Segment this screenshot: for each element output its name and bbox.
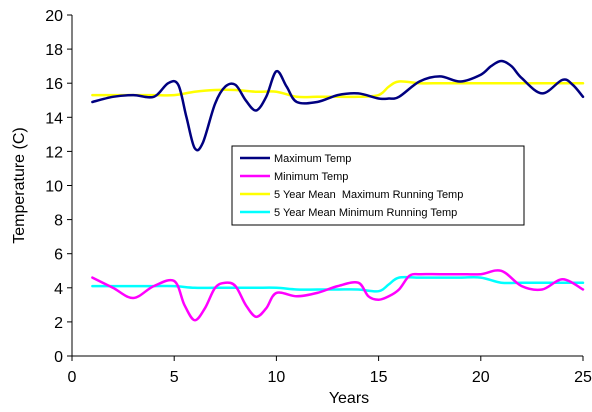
series-layer: [91, 59, 585, 322]
legend-item-maximum-temp: Maximum Temp: [240, 153, 351, 165]
x-tick-label: 5: [170, 369, 179, 386]
x-tick-label: 10: [268, 369, 286, 386]
legend-item-mean-max-running: 5 Year Mean Maximum Running Temp: [240, 189, 463, 201]
y-tick-label: 8: [54, 213, 63, 230]
x-tick-label: 25: [574, 369, 592, 386]
x-tick-label: 20: [472, 369, 490, 386]
y-tick-label: 20: [45, 8, 63, 25]
y-tick-label: 10: [45, 179, 63, 196]
legend-label: 5 Year Mean Maximum Running Temp: [274, 189, 463, 201]
y-tick-label: 6: [54, 247, 63, 264]
legend-item-mean-min-running: 5 Year Mean Minimum Running Temp: [240, 207, 457, 219]
y-tick-label: 0: [54, 349, 63, 366]
series-line-mean-min-running: [91, 275, 585, 293]
axes-layer: 0 2 4 6 8 10 12 14 16 18 20 0 5 10 15 20 25: [45, 8, 592, 386]
x-tick-label: 0: [68, 369, 77, 386]
y-tick-label: 12: [45, 144, 63, 161]
y-tick-label: 16: [45, 76, 63, 93]
legend-label: Minimum Temp: [274, 171, 348, 183]
legend-box: [231, 145, 525, 226]
series-line-maximum-temp: [91, 59, 585, 152]
y-tick-label: 14: [45, 110, 63, 127]
y-tick-label: 4: [54, 281, 63, 298]
y-tick-label: 2: [54, 315, 63, 332]
legend-item-minimum-temp: Minimum Temp: [240, 171, 348, 183]
x-axis-title: Years: [329, 390, 369, 407]
x-tick-label: 15: [370, 369, 388, 386]
legend-label: Maximum Temp: [274, 153, 351, 165]
series-line-mean-max-running: [91, 80, 585, 99]
legend-label: 5 Year Mean Minimum Running Temp: [274, 207, 457, 219]
series-line-minimum-temp: [91, 269, 585, 322]
y-axis-title: Temperature (C): [11, 127, 28, 243]
y-tick-label: 18: [45, 42, 63, 59]
legend: Maximum Temp Minimum Temp 5 Year Mean Maxi…: [231, 145, 525, 226]
